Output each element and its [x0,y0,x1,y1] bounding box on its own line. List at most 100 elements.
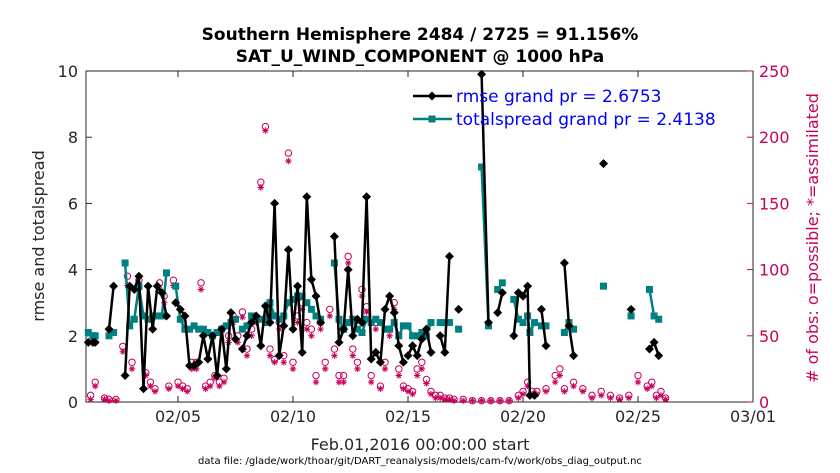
rmse-point [260,301,270,311]
totalspread-point [531,319,538,327]
obs-assimilated-point [294,319,301,326]
totalspread-point [144,315,152,323]
data-file-footnote: data file: /glade/work/thoar/git/DART_re… [198,456,642,467]
rmse-point [497,288,507,298]
obs-possible-point [349,345,357,353]
obs-assimilated-point [248,332,255,339]
obs-assimilated-point [354,365,361,373]
rmse-point [143,281,153,291]
x-tick-label: 02/20 [500,407,546,426]
obs-possible-point [335,371,343,380]
obs-assimilated-point [271,359,278,366]
obs-possible-point [395,365,403,373]
rmse-point [203,354,213,364]
rmse-point [493,308,503,318]
obs-assimilated-point [165,385,172,392]
rmse-line [174,301,237,376]
rmse-point [389,308,399,318]
rmse-line [540,309,548,346]
obs-assimilated-point [634,378,642,386]
obs-assimilated-point [280,359,287,366]
obs-assimilated-point [151,388,159,395]
obs-assimilated-point [87,396,94,403]
obs-assimilated-point [335,378,343,386]
obs-assimilated-point [207,382,214,390]
y-tick-label-right: 50 [759,327,779,346]
totalspread-point [441,319,449,327]
obs-assimilated-point [303,325,310,333]
rmse-point [180,311,190,321]
rmse-point [226,308,236,318]
rmse-point [288,324,298,334]
obs-possible-point [197,279,205,287]
rmse-point [162,311,171,321]
rmse-point [645,344,654,354]
totalspread-point [105,332,113,340]
obs-assimilated-point [648,382,655,390]
totalspread-point [427,319,435,327]
obs-assimilated-point [266,352,274,359]
rmse-line [333,196,405,368]
rmse-point [134,271,144,281]
totalspread-point [298,292,306,300]
obs-assimilated-point [524,382,531,390]
y-tick-label-left: 10 [58,62,78,81]
totalspread-point [510,295,518,303]
totalspread-point [519,319,527,327]
rmse-point [120,371,130,381]
rmse-point [152,281,162,291]
rmse-point [454,304,464,314]
rmse-point [444,251,454,261]
obs-assimilated-point [174,382,182,390]
totalspread-point [422,332,430,340]
y-tick-label-left: 0 [68,393,78,412]
totalspread-point [445,319,453,327]
rmse-point [403,351,413,361]
rmse-point [129,284,139,294]
rmse-point [148,324,158,334]
y-tick-label-left: 8 [68,128,78,147]
x-tick-label: 02/15 [385,407,431,426]
rmse-point [348,331,358,341]
obs-assimilated-point [423,380,430,387]
totalspread-point [213,328,221,336]
rmse-point [362,192,372,202]
obs-assimilated-point [414,372,421,379]
obs-assimilated-point [345,259,352,267]
totalspread-point [130,315,138,323]
obs-assimilated-point [427,390,435,398]
obs-assimilated-point [556,372,563,379]
obs-assimilated-point [404,388,412,395]
obs-assimilated-point [381,365,389,373]
obs-assimilated-point [363,308,370,316]
obs-assimilated-point [542,388,550,395]
rmse-point [375,357,385,367]
totalspread-point [91,332,99,340]
obs-possible-point [367,371,375,380]
totalspread-point [478,163,486,171]
totalspread-point [140,312,147,320]
obs-assimilated-point [561,388,568,395]
obs-assimilated-point [519,390,527,398]
obs-assimilated-point [496,397,504,404]
totalspread-point [257,315,265,323]
rmse-point [198,331,208,341]
legend-totalspread-marker [428,115,436,123]
rmse-point [421,324,431,334]
y-tick-label-left: 6 [68,194,78,213]
obs-possible-point [418,358,426,366]
totalspread-point [537,322,545,330]
totalspread-point [126,322,134,330]
obs-assimilated-point [437,394,444,402]
obs-possible-point [312,371,320,380]
obs-assimilated-point [400,385,407,392]
rmse-point [217,324,227,334]
totalspread-point [542,322,550,330]
y-tick-label-right: 200 [759,128,790,147]
obs-assimilated-point [289,365,297,373]
obs-possible-point [321,358,329,366]
totalspread-point [498,279,506,287]
y-tick-label-left: 2 [68,327,78,346]
totalspread-point [289,295,297,303]
